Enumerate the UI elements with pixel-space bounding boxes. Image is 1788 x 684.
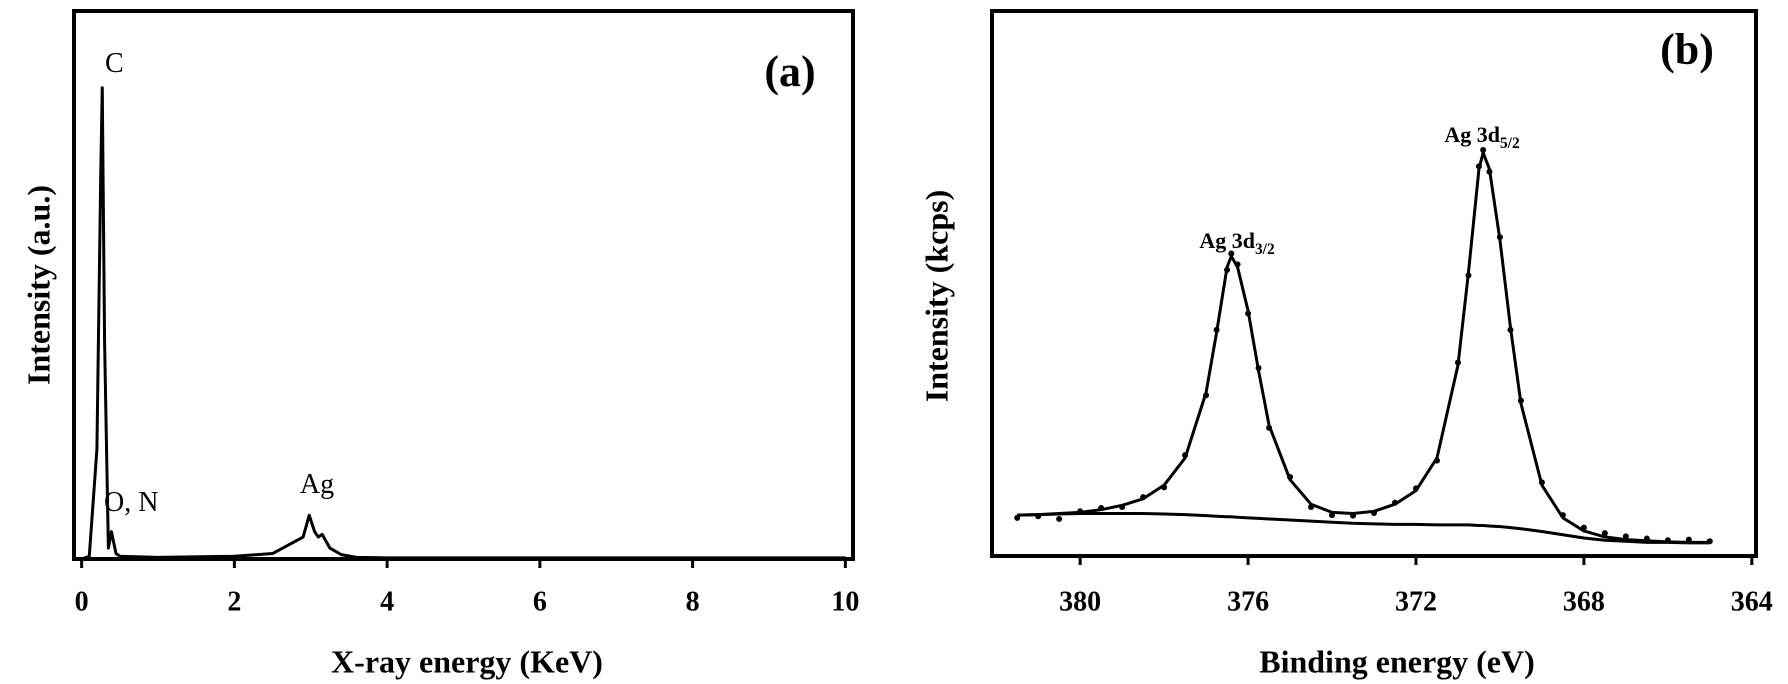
annotation-text: Ag [300, 469, 334, 500]
data-point [1213, 326, 1220, 333]
x-tick-label: 10 [831, 586, 859, 617]
data-point [1475, 163, 1482, 170]
annotation-text: Ag 3d [1444, 122, 1500, 147]
x-axis-title: X-ray energy (KeV) [331, 643, 603, 679]
plot-frame [72, 9, 855, 561]
data-line [1017, 511, 1710, 545]
y-axis-title: Intensity (a.u.) [20, 185, 56, 385]
x-tick-label: 376 [1227, 586, 1269, 617]
data-line [1017, 151, 1710, 544]
data-point [1480, 146, 1487, 153]
data-point [1350, 512, 1357, 519]
data-point [1507, 326, 1514, 333]
peak-annotation: Ag 3d5/2 [1444, 122, 1520, 151]
data-point [1266, 424, 1273, 431]
data-point [1465, 272, 1472, 279]
panel-label: (b) [1660, 25, 1714, 74]
data-point [1559, 512, 1566, 519]
data-point [1329, 512, 1336, 519]
annotation-text: Ag 3d [1199, 228, 1255, 253]
x-tick-label: 368 [1563, 586, 1605, 617]
peak-annotation: Ag 3d3/2 [1199, 228, 1275, 257]
data-point [1056, 515, 1063, 522]
data-point [1182, 452, 1189, 459]
plot-frame [990, 9, 1758, 558]
panel-label: (a) [764, 47, 815, 96]
data-point [1140, 494, 1147, 501]
y-axis-title: Intensity (kcps) [918, 190, 954, 402]
data-point [1245, 310, 1252, 317]
x-tick-label: 8 [686, 586, 700, 617]
data-point [1308, 503, 1315, 510]
x-tick-label: 372 [1395, 586, 1437, 617]
annotation-subscript: 3/2 [1255, 241, 1275, 258]
data-point [1287, 473, 1294, 480]
data-point [1685, 536, 1692, 543]
data-point [1119, 503, 1126, 510]
data-point [1234, 261, 1241, 268]
data-point [1371, 509, 1377, 516]
data-point [1224, 266, 1231, 273]
x-tick-label: 4 [380, 586, 394, 617]
x-tick-label: 364 [1731, 586, 1773, 617]
data-point [1496, 234, 1503, 241]
data-point [1228, 250, 1235, 257]
annotation-subscript: 5/2 [1500, 135, 1520, 152]
data-point [1433, 457, 1440, 464]
data-point [1454, 359, 1461, 366]
data-point [1538, 479, 1545, 486]
x-tick-label: 0 [75, 586, 89, 617]
data-line [81, 86, 846, 561]
data-point [1601, 530, 1608, 537]
data-point [1391, 499, 1398, 506]
data-point [1161, 484, 1168, 491]
peak-annotation: O, N [104, 487, 158, 518]
data-point [1643, 535, 1650, 542]
data-point [1203, 392, 1210, 399]
annotation-text: C [105, 48, 124, 79]
data-point [1622, 533, 1629, 540]
data-point [1580, 524, 1587, 531]
data-point [1255, 364, 1262, 371]
data-point [1517, 397, 1524, 404]
x-axis-title: Binding energy (eV) [1259, 643, 1535, 679]
x-tick-label: 6 [533, 586, 547, 617]
x-tick-label: 2 [227, 586, 241, 617]
peak-annotation: C [105, 48, 124, 79]
data-point [1412, 485, 1419, 492]
annotation-text: O, N [104, 487, 158, 518]
data-point [1486, 168, 1493, 175]
x-tick-label: 380 [1059, 586, 1101, 617]
peak-annotation: Ag [300, 469, 334, 500]
data-point [1098, 505, 1105, 512]
